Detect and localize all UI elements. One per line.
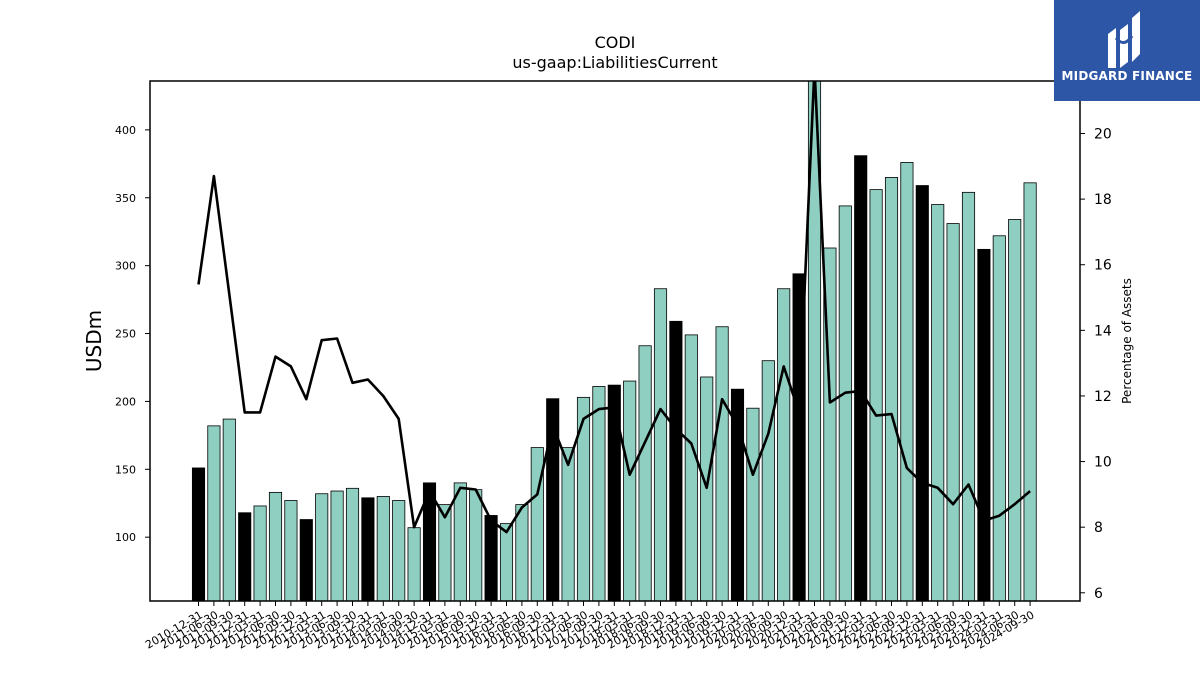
bar bbox=[1008, 219, 1022, 601]
bar bbox=[592, 386, 606, 601]
bar bbox=[961, 191, 976, 601]
bar bbox=[992, 235, 1006, 601]
bar bbox=[207, 425, 221, 601]
bar bbox=[499, 523, 514, 601]
bar bbox=[253, 505, 267, 601]
bar bbox=[746, 407, 760, 601]
logo-mark-icon bbox=[1108, 11, 1140, 68]
bar bbox=[484, 515, 498, 601]
bar bbox=[946, 223, 960, 601]
bar bbox=[268, 491, 283, 601]
y-tick-label: 100 bbox=[115, 531, 136, 544]
x-axis: 2010-12-312011-06-302011-09-302011-12-31… bbox=[143, 601, 1037, 652]
y2-tick-label: 12 bbox=[1094, 389, 1112, 405]
bar bbox=[191, 467, 206, 601]
brand-logo: MIDGARD FINANCE bbox=[1054, 0, 1200, 101]
bar bbox=[299, 519, 313, 601]
y-tick-label: 250 bbox=[115, 328, 136, 341]
bar bbox=[453, 482, 467, 601]
logo-text: MIDGARD FINANCE bbox=[1061, 69, 1193, 83]
bar bbox=[330, 490, 344, 601]
y-axis: 100 150 200 250 300 350 400 bbox=[115, 124, 150, 544]
bar bbox=[546, 398, 560, 601]
y-tick-label: 200 bbox=[115, 395, 136, 408]
line-series bbox=[197, 81, 1031, 534]
bar bbox=[392, 500, 406, 601]
bar bbox=[977, 248, 991, 601]
bar bbox=[838, 205, 852, 601]
bar bbox=[715, 326, 729, 601]
bar bbox=[284, 500, 298, 601]
y-tick-label: 350 bbox=[115, 192, 136, 205]
y2-tick-label: 6 bbox=[1094, 586, 1103, 602]
y2-tick-label: 16 bbox=[1094, 258, 1112, 274]
y-tick-label: 400 bbox=[115, 124, 136, 137]
y2-axis: 6 8 10 12 14 16 18 20 bbox=[1080, 126, 1112, 602]
bar bbox=[869, 189, 883, 601]
bar bbox=[345, 487, 360, 601]
bar bbox=[607, 384, 621, 601]
bar bbox=[915, 185, 929, 601]
bar bbox=[684, 334, 698, 601]
bar bbox=[1023, 182, 1037, 601]
bar bbox=[730, 388, 745, 601]
bar bbox=[653, 288, 668, 601]
y2-tick-label: 10 bbox=[1094, 455, 1112, 471]
bar bbox=[777, 288, 791, 601]
percentage-line bbox=[197, 81, 1031, 534]
bar bbox=[515, 504, 529, 601]
bar bbox=[469, 489, 483, 601]
bar bbox=[623, 380, 637, 601]
bar bbox=[761, 360, 775, 601]
plot-frame bbox=[149, 80, 1081, 602]
y-tick-label: 300 bbox=[115, 260, 136, 273]
bar-series bbox=[191, 81, 1037, 601]
bar bbox=[315, 493, 329, 601]
y2-tick-label: 18 bbox=[1094, 192, 1112, 208]
y2-tick-label: 8 bbox=[1094, 520, 1103, 536]
chart-subtitle: us-gaap:LiabilitiesCurrent bbox=[512, 53, 717, 72]
bar bbox=[884, 176, 899, 601]
bar bbox=[669, 320, 683, 601]
y2-tick-label: 20 bbox=[1094, 126, 1112, 142]
chart-title: CODI bbox=[595, 33, 636, 52]
y-axis-label: USDm bbox=[82, 310, 106, 372]
y2-tick-label: 14 bbox=[1094, 323, 1112, 339]
y2-axis-label: Percentage of Assets bbox=[1120, 278, 1134, 404]
bar bbox=[638, 345, 652, 601]
bar bbox=[407, 527, 421, 601]
y-tick-label: 150 bbox=[115, 463, 136, 476]
bar bbox=[238, 512, 252, 601]
bar bbox=[931, 204, 945, 601]
bar bbox=[854, 155, 868, 601]
bar bbox=[900, 162, 914, 601]
bar bbox=[222, 418, 236, 601]
bar bbox=[561, 447, 575, 601]
bar bbox=[361, 497, 375, 601]
bar bbox=[438, 504, 452, 601]
bar bbox=[376, 496, 390, 601]
